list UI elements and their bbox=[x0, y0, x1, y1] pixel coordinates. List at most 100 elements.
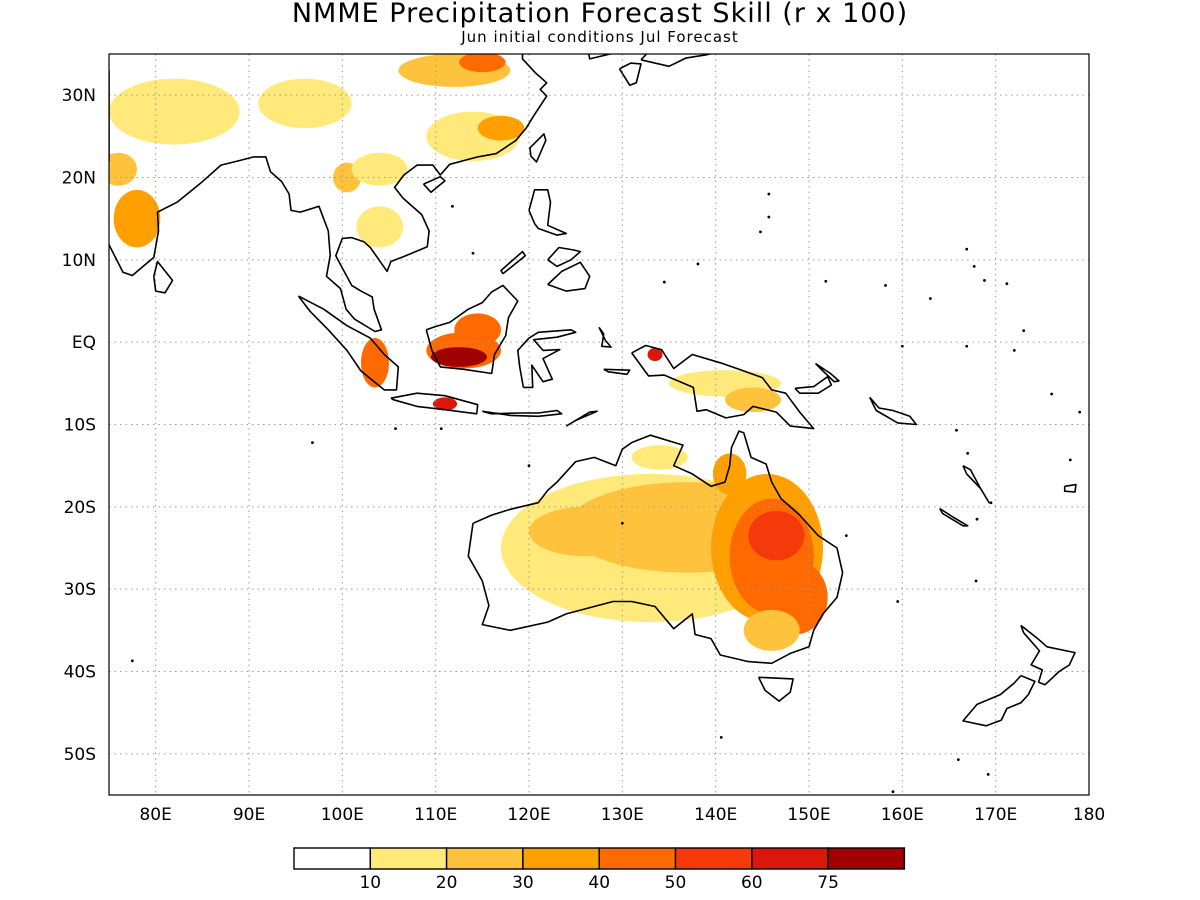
island-dot bbox=[471, 251, 475, 255]
island-dot bbox=[986, 773, 990, 776]
island-dot bbox=[759, 230, 762, 234]
legend-swatch bbox=[293, 847, 372, 870]
island-dot bbox=[1005, 282, 1009, 286]
coast-new-zealand-south bbox=[962, 674, 1036, 727]
island-dot bbox=[620, 521, 624, 525]
coast-new-britain bbox=[794, 375, 833, 394]
skill-australia-west bbox=[529, 506, 641, 557]
map-frame bbox=[108, 53, 1090, 796]
island-dot bbox=[928, 297, 932, 300]
island-dot bbox=[1078, 410, 1082, 414]
island-dot bbox=[844, 534, 848, 538]
skill-indochina bbox=[356, 206, 403, 248]
skill-victoria bbox=[743, 609, 800, 651]
latitude-tick-label: 30S bbox=[64, 580, 96, 600]
legend-label: 75 bbox=[817, 873, 839, 893]
map-gridlines bbox=[109, 54, 1089, 795]
island-dot bbox=[974, 579, 978, 583]
skill-india-west bbox=[109, 152, 137, 186]
coast-new-guinea bbox=[631, 344, 815, 430]
chart-subtitle: Jun initial conditions Jul Forecast bbox=[461, 28, 739, 46]
island-dot bbox=[439, 427, 443, 431]
legend-label: 50 bbox=[665, 873, 687, 893]
coast-new-zealand-north bbox=[1020, 624, 1076, 686]
legend-label: 10 bbox=[359, 873, 381, 893]
island-dot bbox=[972, 265, 976, 268]
coast-solomon bbox=[868, 396, 918, 426]
legend-swatch bbox=[674, 847, 753, 870]
coast-java bbox=[390, 392, 479, 415]
skill-china-peak bbox=[477, 115, 525, 141]
coast-halmahera bbox=[598, 326, 612, 348]
skill-top-end bbox=[631, 445, 688, 470]
color-legend: 10 20 30 40 50 60 75 bbox=[293, 847, 906, 893]
latitude-labels: 30N 20N 10N EQ 10S 20S 30S 40S 50S bbox=[62, 86, 96, 765]
coastlines bbox=[109, 54, 1082, 794]
island-dot bbox=[989, 501, 993, 505]
coast-japan-honshu bbox=[640, 54, 713, 68]
island-dot bbox=[966, 451, 970, 455]
island-dot bbox=[824, 279, 828, 283]
longitude-tick-label: 150E bbox=[787, 805, 830, 825]
longitude-tick-label: 180 bbox=[1073, 805, 1105, 825]
skill-north-india bbox=[109, 78, 240, 145]
skill-png-east bbox=[725, 387, 781, 413]
skill-china-north-peak bbox=[459, 54, 506, 73]
legend-label: 40 bbox=[588, 873, 610, 893]
longitude-tick-label: 90E bbox=[233, 805, 265, 825]
island-dot bbox=[767, 192, 771, 196]
island-dot bbox=[1068, 458, 1072, 462]
island-dot bbox=[451, 204, 454, 208]
skill-java bbox=[432, 397, 458, 411]
latitude-tick-label: 10S bbox=[64, 416, 96, 436]
coast-japan-kyushu bbox=[618, 62, 642, 87]
latitude-tick-label: EQ bbox=[72, 333, 96, 353]
coast-sri-lanka bbox=[153, 260, 174, 294]
island-dot bbox=[719, 735, 723, 739]
skill-sumatra bbox=[361, 338, 389, 388]
coast-sulawesi bbox=[517, 329, 577, 389]
latitude-tick-label: 30N bbox=[62, 86, 96, 106]
longitude-tick-label: 130E bbox=[601, 805, 644, 825]
island-dot bbox=[394, 427, 397, 431]
coast-fiji bbox=[1063, 483, 1077, 493]
skill-bird-head bbox=[647, 347, 663, 362]
island-dot bbox=[955, 428, 958, 432]
island-dot bbox=[311, 441, 314, 445]
longitude-tick-label: 160E bbox=[881, 805, 924, 825]
legend-label: 30 bbox=[512, 873, 534, 893]
island-dot bbox=[956, 758, 960, 761]
island-dot bbox=[130, 659, 134, 663]
coast-timor bbox=[565, 410, 598, 427]
skill-borneo-east bbox=[454, 313, 501, 347]
coast-lesser-sunda bbox=[482, 409, 563, 418]
skill-india-south bbox=[113, 189, 161, 248]
coast-new-caledonia bbox=[939, 507, 969, 527]
island-dot bbox=[696, 262, 700, 266]
skill-qld-peak bbox=[748, 510, 805, 561]
coast-visayas bbox=[547, 246, 582, 268]
island-dot bbox=[975, 517, 979, 521]
coast-asia-mainland bbox=[109, 54, 548, 333]
island-dot bbox=[1022, 329, 1026, 333]
latitude-tick-label: 20S bbox=[64, 498, 96, 518]
island-dot bbox=[896, 600, 900, 603]
coast-new-ireland bbox=[814, 362, 840, 383]
coast-australia bbox=[467, 430, 844, 665]
longitude-tick-label: 110E bbox=[414, 805, 457, 825]
legend-swatch bbox=[827, 847, 906, 870]
longitude-tick-label: 120E bbox=[507, 805, 550, 825]
skill-tibet bbox=[258, 78, 352, 129]
coast-borneo bbox=[425, 284, 519, 375]
coast-korea bbox=[587, 54, 612, 60]
coast-hainan bbox=[422, 175, 446, 194]
island-dot bbox=[965, 247, 969, 251]
legend-swatch bbox=[369, 847, 448, 870]
coast-taiwan bbox=[529, 133, 547, 163]
coast-seram bbox=[603, 368, 631, 376]
island-dot bbox=[527, 464, 531, 468]
latitude-tick-label: 50S bbox=[64, 745, 96, 765]
coast-vanuatu bbox=[962, 464, 990, 504]
